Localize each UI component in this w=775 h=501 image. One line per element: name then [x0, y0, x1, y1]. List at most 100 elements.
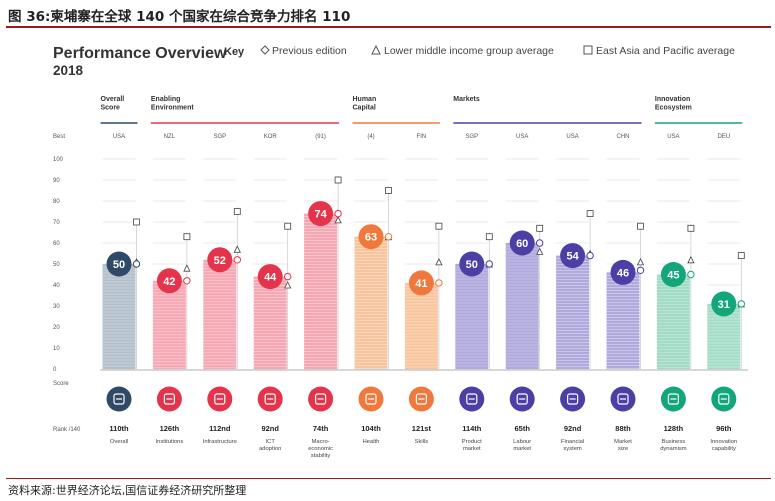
pillar-name-label: Overall — [110, 439, 128, 445]
lower-middle-marker — [334, 216, 342, 224]
pillar-column: FIN 41 121st Skills — [404, 134, 443, 445]
chart-title: Performance Overview — [53, 45, 227, 62]
lower-middle-marker — [183, 264, 191, 272]
icon-glyph — [667, 393, 680, 405]
score-bubble — [308, 201, 334, 227]
best-country-label: FIN — [417, 134, 427, 140]
lower-middle-marker — [233, 245, 241, 253]
rank-label: 65th — [514, 424, 530, 433]
figure-title: 图 36:柬埔寨在全球 140 个国家在综合竞争力排名 110 — [8, 9, 351, 25]
legend: Previous edition Lower middle income gro… — [260, 44, 735, 57]
icon-glyph — [466, 393, 478, 405]
previous-edition-marker — [737, 300, 745, 308]
east-asia-marker — [536, 224, 544, 232]
previous-edition-marker — [485, 260, 493, 268]
group-header-label: Human Capital — [353, 96, 377, 112]
score-value-label: 52 — [214, 255, 226, 267]
score-bar — [556, 255, 590, 369]
score-bubble — [358, 224, 384, 250]
score-value-label: 74 — [314, 209, 327, 221]
score-bar — [304, 213, 338, 369]
pillar-name-label: Labour market — [513, 439, 531, 452]
icon-glyph — [718, 393, 730, 405]
best-country-label: SGP — [213, 134, 226, 140]
rank-label: 92nd — [564, 424, 582, 433]
triangle-icon — [371, 44, 381, 55]
group-header: Human Capital — [352, 96, 440, 124]
previous-edition-marker — [132, 260, 141, 268]
score-bar — [102, 264, 136, 369]
legend-lower-middle-income: Lower middle income group average — [371, 44, 554, 57]
icon-glyph — [566, 393, 579, 405]
pillar-column: (91) 74 74th Macro-economic stability — [304, 134, 342, 459]
score-bubble — [610, 259, 636, 285]
pillar-name-label: Product market — [462, 439, 482, 452]
pillar-columns: USA 50 110th Overall NZL 42 126th Institutions S… — [102, 134, 745, 459]
y-tick-label: 20 — [53, 325, 60, 331]
score-value-label: 54 — [566, 251, 579, 263]
score-bubble — [660, 262, 686, 287]
score-value-label: 45 — [667, 270, 679, 282]
east-asia-marker — [284, 222, 292, 230]
group-header-label: Innovation Ecosystem — [655, 96, 692, 112]
chart-subtitle: 2018 — [53, 63, 84, 78]
score-value-label: 50 — [113, 259, 125, 271]
rank-label: 110th — [109, 424, 129, 433]
pillar-column: USA 50 110th Overall — [102, 134, 141, 445]
previous-edition-marker — [536, 239, 544, 247]
group-header: Enabling Environment — [150, 96, 340, 124]
east-asia-marker — [133, 218, 140, 226]
previous-edition-marker — [586, 251, 594, 260]
east-asia-marker — [637, 222, 644, 230]
group-header: Markets — [453, 96, 642, 124]
pillar-name-label: Macro-economic stability — [308, 439, 333, 459]
score-value-label: 31 — [718, 299, 730, 311]
pillar-column: KOR 44 92nd ICT adoption — [253, 134, 292, 452]
pillar-column: NZL 42 126th Institutions — [152, 134, 191, 445]
rank-label: 74th — [313, 424, 329, 433]
group-header-label: Enabling Environment — [151, 96, 194, 112]
pillar-name-label: Financial system — [561, 439, 584, 452]
icon-glyph — [214, 393, 226, 405]
icon-glyph — [113, 393, 125, 405]
pillar-column: USA 45 128th Business dynamism — [656, 134, 695, 452]
previous-edition-marker — [284, 272, 292, 281]
score-bubble — [156, 268, 182, 294]
previous-edition-marker — [183, 277, 191, 285]
pillar-name-label: Innovation capability — [710, 439, 737, 452]
east-asia-marker — [334, 176, 342, 184]
pillar-column: USA 54 92nd Financial system — [556, 134, 594, 452]
legend-east-asia-pacific: East Asia and Pacific average — [583, 45, 735, 57]
y-tick-label: 30 — [53, 304, 60, 310]
icon-glyph — [516, 393, 528, 405]
icon-glyph — [365, 393, 377, 405]
legend-label: Previous edition — [272, 45, 347, 57]
score-bar — [455, 264, 489, 369]
group-header-label: Overall Score — [101, 96, 125, 112]
best-country-label: (91) — [315, 134, 326, 140]
previous-edition-marker — [233, 256, 242, 264]
legend-previous-edition: Previous edition — [260, 45, 347, 57]
pillar-name-label: Skills — [415, 439, 429, 445]
best-row-label: Best — [53, 134, 65, 140]
lower-middle-marker — [636, 258, 645, 266]
east-asia-marker — [687, 224, 695, 232]
east-asia-marker — [183, 233, 191, 241]
y-tick-label: 80 — [53, 199, 60, 205]
previous-edition-marker — [435, 279, 443, 287]
best-country-label: USA — [516, 134, 528, 140]
figure-source: 资料来源:世界经济论坛,国信证券经济研究所整理 — [8, 484, 247, 497]
best-country-label: NZL — [164, 134, 176, 140]
lower-middle-marker — [435, 258, 443, 266]
score-bubble — [106, 251, 132, 277]
icon-glyph — [617, 393, 629, 405]
icon-glyph — [415, 393, 427, 405]
y-tick-label: 0 — [53, 367, 57, 373]
y-tick-label: 90 — [53, 178, 60, 184]
y-tick-label: 60 — [53, 241, 60, 247]
pillar-column: CHN 46 88th Market size — [606, 134, 645, 452]
pillar-column: SGP 50 114th Product market — [455, 134, 493, 452]
best-country-label: USA — [113, 134, 125, 140]
